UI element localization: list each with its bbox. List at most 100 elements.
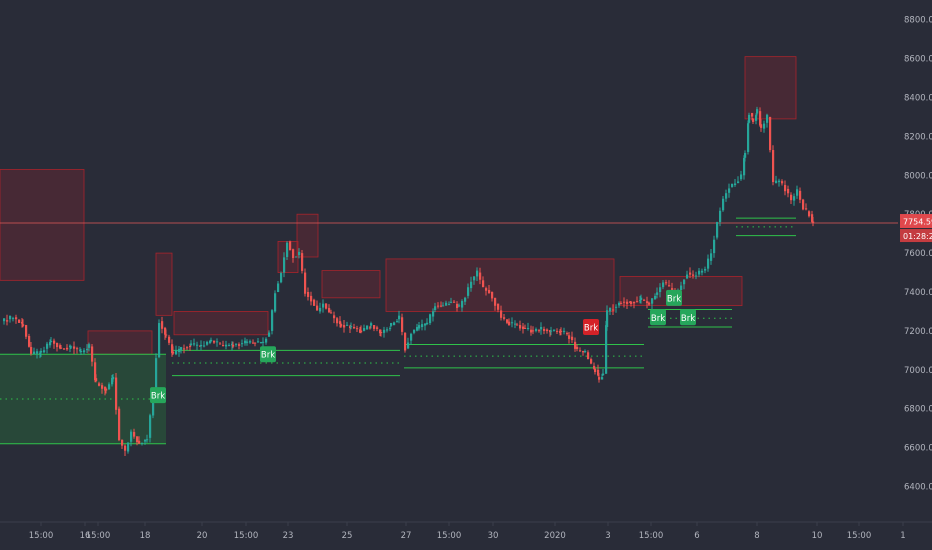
candle-up <box>458 305 461 307</box>
candle-up <box>70 346 73 348</box>
candle-down <box>453 301 456 303</box>
candle-up <box>426 322 429 325</box>
x-tick-label: 6 <box>694 531 699 541</box>
candle-up <box>190 343 193 345</box>
candle-up <box>448 304 451 306</box>
candle-up <box>659 287 662 292</box>
candle-down <box>612 309 615 311</box>
candle-down <box>380 332 383 334</box>
candle-up <box>470 281 473 289</box>
candle-up <box>601 377 604 380</box>
candle-up <box>141 442 144 444</box>
candles-layer <box>3 106 815 457</box>
candle-down <box>376 327 379 329</box>
candle-up <box>257 341 260 343</box>
candle-down <box>759 111 762 126</box>
zones-layer <box>0 56 797 445</box>
candle-up <box>350 326 353 328</box>
current-price-text: 7754.59 <box>903 218 932 227</box>
candle-down <box>316 305 319 311</box>
candle-down <box>56 342 59 348</box>
brk-marker <box>260 346 276 363</box>
candle-down <box>304 272 307 294</box>
candle-down <box>582 351 585 353</box>
candle-up <box>728 188 731 193</box>
candle-down <box>491 292 494 299</box>
candle-down <box>138 440 141 444</box>
candle-up <box>260 341 263 343</box>
candle-up <box>421 324 424 328</box>
candle-up <box>775 180 778 184</box>
candle-up <box>796 189 799 196</box>
candle-up <box>246 341 249 343</box>
y-tick-label: 7000.00 <box>904 366 932 376</box>
candle-up <box>46 343 49 349</box>
y-tick-label: 6800.00 <box>904 405 932 415</box>
candle-down <box>519 325 522 329</box>
candle-up <box>680 285 683 291</box>
candle-up <box>346 324 349 326</box>
candle-down <box>802 199 805 210</box>
candle-up <box>393 322 396 326</box>
candle-down <box>360 330 363 333</box>
x-tick-label: 15:00 <box>234 531 259 541</box>
y-tick-label: 7200.00 <box>904 327 932 337</box>
candle-up <box>584 351 587 353</box>
candle-up <box>216 341 219 343</box>
candle-up <box>716 222 719 238</box>
candle-up <box>206 341 209 345</box>
x-tick-label: 15:00 <box>86 531 111 541</box>
candle-down <box>574 341 577 349</box>
candle-down <box>404 332 407 351</box>
candle-up <box>111 377 114 385</box>
x-tick-label: 10 <box>812 531 823 541</box>
candle-down <box>485 288 488 291</box>
candle-down <box>105 388 108 391</box>
candle-down <box>76 348 79 350</box>
candle-up <box>654 295 657 300</box>
candle-up <box>322 303 325 308</box>
candle-up <box>36 351 39 354</box>
candle-up <box>386 329 389 331</box>
candle-up <box>271 310 274 331</box>
candle-down <box>437 305 440 307</box>
candle-down <box>22 324 25 326</box>
candle-down <box>115 377 118 410</box>
candle-up <box>149 415 152 438</box>
candle-up <box>725 193 728 199</box>
candle-up <box>766 114 769 123</box>
candle-down <box>172 351 175 354</box>
candle-down <box>630 301 633 305</box>
candle-down <box>671 288 674 291</box>
current-price-tag <box>900 214 932 229</box>
candle-up <box>656 292 659 295</box>
countdown-text: 01:28:20 <box>903 232 932 241</box>
candle-up <box>476 270 479 277</box>
candle-down <box>222 345 225 347</box>
candle-up <box>651 298 654 304</box>
supply-zone <box>87 330 153 355</box>
candle-down <box>566 333 569 335</box>
candle-down <box>456 303 459 309</box>
candle-down <box>689 272 692 275</box>
candle-up <box>618 302 621 306</box>
candle-up <box>511 322 514 324</box>
supply-zone <box>385 258 615 312</box>
candle-down <box>587 352 590 360</box>
candle-up <box>424 323 427 326</box>
candle-up <box>383 329 386 333</box>
candle-up <box>606 310 609 328</box>
candle-up <box>442 305 445 307</box>
candle-up <box>398 315 401 320</box>
candle-down <box>330 312 333 314</box>
candle-up <box>698 270 701 275</box>
candle-down <box>482 280 485 288</box>
candle-down <box>571 336 574 341</box>
candle-down <box>340 324 343 327</box>
brk-marker <box>583 319 599 336</box>
candle-up <box>704 269 707 271</box>
candle-up <box>778 180 781 183</box>
